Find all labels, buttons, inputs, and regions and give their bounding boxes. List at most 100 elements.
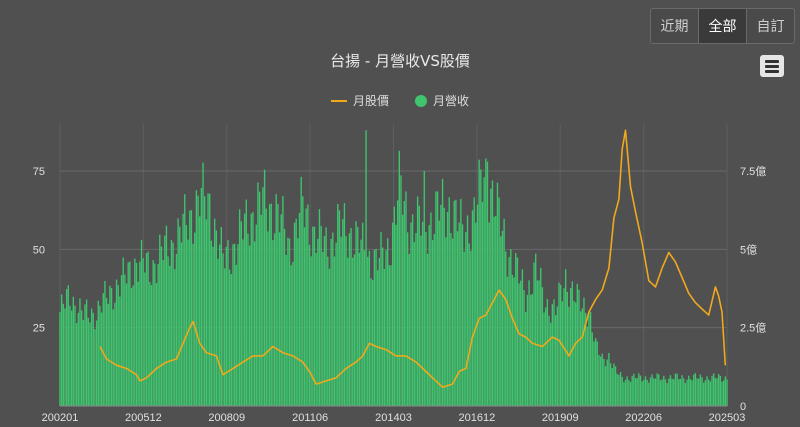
revenue-bar xyxy=(60,294,63,406)
revenue-bar xyxy=(724,376,727,406)
revenue-bar xyxy=(681,375,683,406)
revenue-bar xyxy=(189,210,191,406)
revenue-bar xyxy=(175,253,178,406)
revenue-bar xyxy=(287,237,289,406)
revenue-bar xyxy=(531,293,534,406)
revenue-bar xyxy=(423,171,425,406)
revenue-bar xyxy=(636,378,638,406)
revenue-bar xyxy=(589,311,592,406)
revenue-bar xyxy=(197,195,199,406)
x-tick-label: 200512 xyxy=(125,412,162,424)
legend-label-price: 月股價 xyxy=(352,94,389,108)
revenue-bar xyxy=(548,315,550,406)
revenue-bar xyxy=(220,227,223,406)
revenue-bar xyxy=(327,256,329,406)
revenue-bar xyxy=(162,260,164,406)
revenue-bar xyxy=(523,290,525,406)
revenue-bar xyxy=(223,268,226,406)
x-tick-label: 202206 xyxy=(625,412,662,424)
revenue-bar xyxy=(179,226,181,406)
revenue-bar xyxy=(225,246,228,406)
legend-item-revenue[interactable]: 月營收 xyxy=(415,92,469,109)
revenue-bar xyxy=(132,285,134,406)
revenue-bar xyxy=(187,239,189,406)
revenue-bar xyxy=(222,253,224,406)
revenue-bar xyxy=(263,169,266,406)
revenue-bar xyxy=(633,373,635,406)
line-swatch-icon xyxy=(330,99,347,102)
revenue-bar xyxy=(410,222,412,406)
revenue-bar xyxy=(70,310,73,406)
revenue-bar xyxy=(604,366,607,406)
revenue-bar xyxy=(102,293,104,406)
revenue-bar xyxy=(554,315,557,406)
revenue-bar xyxy=(656,373,658,406)
revenue-bar xyxy=(323,235,326,406)
revenue-bar xyxy=(688,375,690,406)
revenue-bar xyxy=(192,243,194,406)
revenue-bar xyxy=(135,262,138,406)
revenue-bar xyxy=(232,244,234,406)
revenue-bar xyxy=(556,306,559,406)
revenue-bar xyxy=(669,375,672,406)
revenue-bar xyxy=(200,187,203,406)
revenue-bar xyxy=(471,210,474,406)
revenue-bar xyxy=(624,379,627,406)
revenue-bar xyxy=(219,244,221,406)
revenue-bar xyxy=(308,244,311,406)
legend-item-price[interactable]: 月股價 xyxy=(330,92,389,109)
revenue-bar xyxy=(129,261,131,406)
revenue-bar xyxy=(443,207,445,406)
revenue-bar xyxy=(180,242,183,406)
revenue-bar xyxy=(252,212,254,406)
revenue-bar xyxy=(373,249,376,406)
revenue-bar xyxy=(378,257,381,406)
revenue-bar xyxy=(282,196,284,406)
revenue-bar xyxy=(468,243,470,406)
revenue-bar xyxy=(538,280,540,406)
revenue-bar xyxy=(214,218,216,406)
revenue-bar xyxy=(436,191,439,406)
revenue-bar xyxy=(92,312,94,406)
revenue-bar xyxy=(435,191,437,406)
revenue-bar xyxy=(127,262,129,406)
revenue-bar xyxy=(626,376,628,406)
revenue-bar xyxy=(515,253,517,406)
revenue-bar xyxy=(503,218,505,406)
revenue-bar xyxy=(297,238,299,406)
revenue-bar xyxy=(704,380,707,406)
revenue-bar xyxy=(421,221,424,406)
revenue-bar xyxy=(508,257,510,406)
hamburger-menu-icon[interactable] xyxy=(760,55,784,77)
revenue-bar xyxy=(69,305,71,406)
revenue-bar xyxy=(598,354,600,406)
revenue-bar xyxy=(518,283,520,406)
revenue-bar xyxy=(458,222,460,406)
revenue-bar xyxy=(654,378,657,406)
price-line xyxy=(99,129,727,389)
dot-swatch-icon xyxy=(415,94,427,107)
revenue-bar xyxy=(207,193,209,406)
revenue-bar xyxy=(358,252,361,406)
revenue-bar xyxy=(95,320,98,406)
revenue-bar xyxy=(713,373,715,406)
range-recent-button[interactable]: 近期 xyxy=(651,9,699,43)
revenue-bar xyxy=(520,280,522,406)
revenue-bar xyxy=(290,265,292,406)
revenue-bar xyxy=(67,285,69,406)
range-custom-button[interactable]: 自訂 xyxy=(756,19,785,35)
revenue-bar xyxy=(674,373,677,406)
revenue-bar xyxy=(74,305,76,406)
x-tick-label: 201106 xyxy=(292,412,328,424)
revenue-bar xyxy=(559,284,562,406)
revenue-bar xyxy=(393,206,396,406)
revenue-bar xyxy=(233,243,236,406)
revenue-bar xyxy=(352,257,354,406)
revenue-bar xyxy=(199,216,201,406)
range-all-button[interactable]: 全部 xyxy=(699,9,747,43)
revenue-bar xyxy=(401,214,404,406)
revenue-bar xyxy=(456,231,459,406)
revenue-bar xyxy=(639,375,642,406)
revenue-bar xyxy=(283,228,286,406)
revenue-bar xyxy=(262,187,264,406)
